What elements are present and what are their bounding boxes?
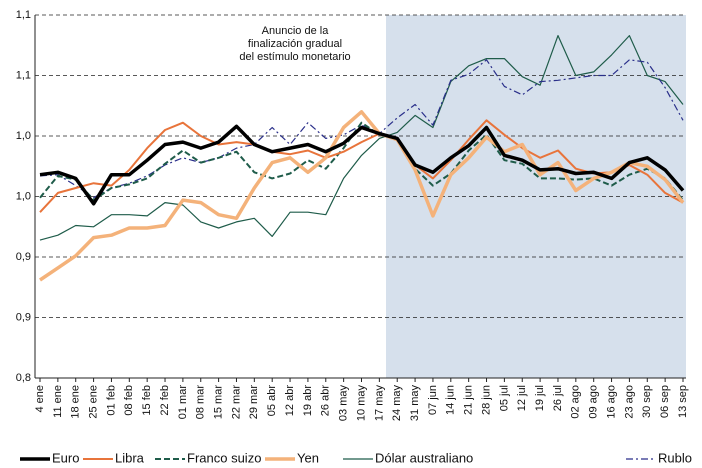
y-tick-label: 1,0	[16, 130, 31, 142]
annotation: finalización gradual	[248, 38, 342, 50]
x-tick-label: 03 may	[338, 385, 350, 422]
x-tick-label: 07 jun	[427, 385, 439, 415]
x-tick-label: 10 may	[355, 385, 367, 422]
x-tick-label: 01 mar	[177, 385, 189, 420]
series-line	[39, 119, 684, 213]
annotation: Anuncio de la	[262, 25, 330, 37]
x-tick-label: 01 feb	[105, 385, 117, 416]
y-tick-label: 1,1	[16, 69, 31, 81]
x-tick-label: 15 feb	[141, 385, 153, 416]
legend-label: Franco suizo	[187, 450, 261, 465]
y-tick-label: 0,9	[16, 251, 31, 263]
x-tick-label: 26 abr	[320, 385, 332, 417]
x-tick-label: 12 abr	[284, 385, 296, 417]
x-tick-label: 30 sep	[641, 385, 653, 418]
x-tick-label: 02 ago	[570, 385, 582, 419]
x-tick-label: 13 sep	[677, 385, 689, 418]
x-tick-label: 05 jul	[498, 385, 510, 411]
x-tick-label: 31 may	[409, 385, 421, 422]
x-tick-label: 17 may	[373, 385, 385, 422]
y-tick-label: 0,8	[16, 372, 31, 384]
legend-label: Euro	[52, 450, 79, 465]
x-tick-label: 08 mar	[195, 385, 207, 420]
series-line	[39, 124, 685, 206]
legend-label: Yen	[297, 450, 319, 465]
x-tick-label: 12 jul	[516, 385, 528, 411]
series-line	[39, 121, 684, 202]
x-tick-label: 25 ene	[87, 385, 99, 419]
x-tick-label: 21 jun	[463, 385, 475, 415]
x-tick-label: 05 abr	[266, 385, 278, 417]
x-tick-label: 19 abr	[302, 385, 314, 417]
y-tick-label: 0,9	[16, 311, 31, 323]
series-line	[39, 110, 685, 282]
x-tick-label: 15 mar	[213, 385, 225, 420]
x-tick-label: 11 ene	[52, 385, 64, 418]
x-tick-label: 22 feb	[159, 385, 171, 416]
legend-label: Libra	[115, 450, 145, 465]
x-tick-label: 14 jun	[445, 385, 457, 415]
series-line	[39, 35, 684, 241]
x-tick-label: 06 sep	[659, 385, 671, 418]
x-tick-label: 09 ago	[588, 385, 600, 419]
annotation: del estímulo monetario	[239, 51, 350, 63]
x-tick-label: 28 jun	[480, 385, 492, 415]
x-tick-label: 24 may	[391, 385, 403, 422]
y-tick-label: 1,0	[16, 190, 31, 202]
x-tick-label: 23 ago	[623, 385, 635, 419]
x-tick-label: 16 ago	[605, 385, 617, 419]
legend-label: Rublo	[658, 450, 692, 465]
x-tick-label: 26 jul	[552, 385, 564, 411]
x-tick-label: 18 ene	[70, 385, 82, 419]
x-tick-label: 4 ene	[34, 385, 46, 413]
y-tick-label: 1,1	[16, 9, 31, 21]
x-tick-label: 29 mar	[248, 385, 260, 420]
x-tick-label: 22 mar	[230, 385, 242, 420]
x-tick-label: 08 feb	[123, 385, 135, 416]
legend-label: Dólar australiano	[375, 450, 473, 465]
x-tick-label: 19 jul	[534, 385, 546, 411]
